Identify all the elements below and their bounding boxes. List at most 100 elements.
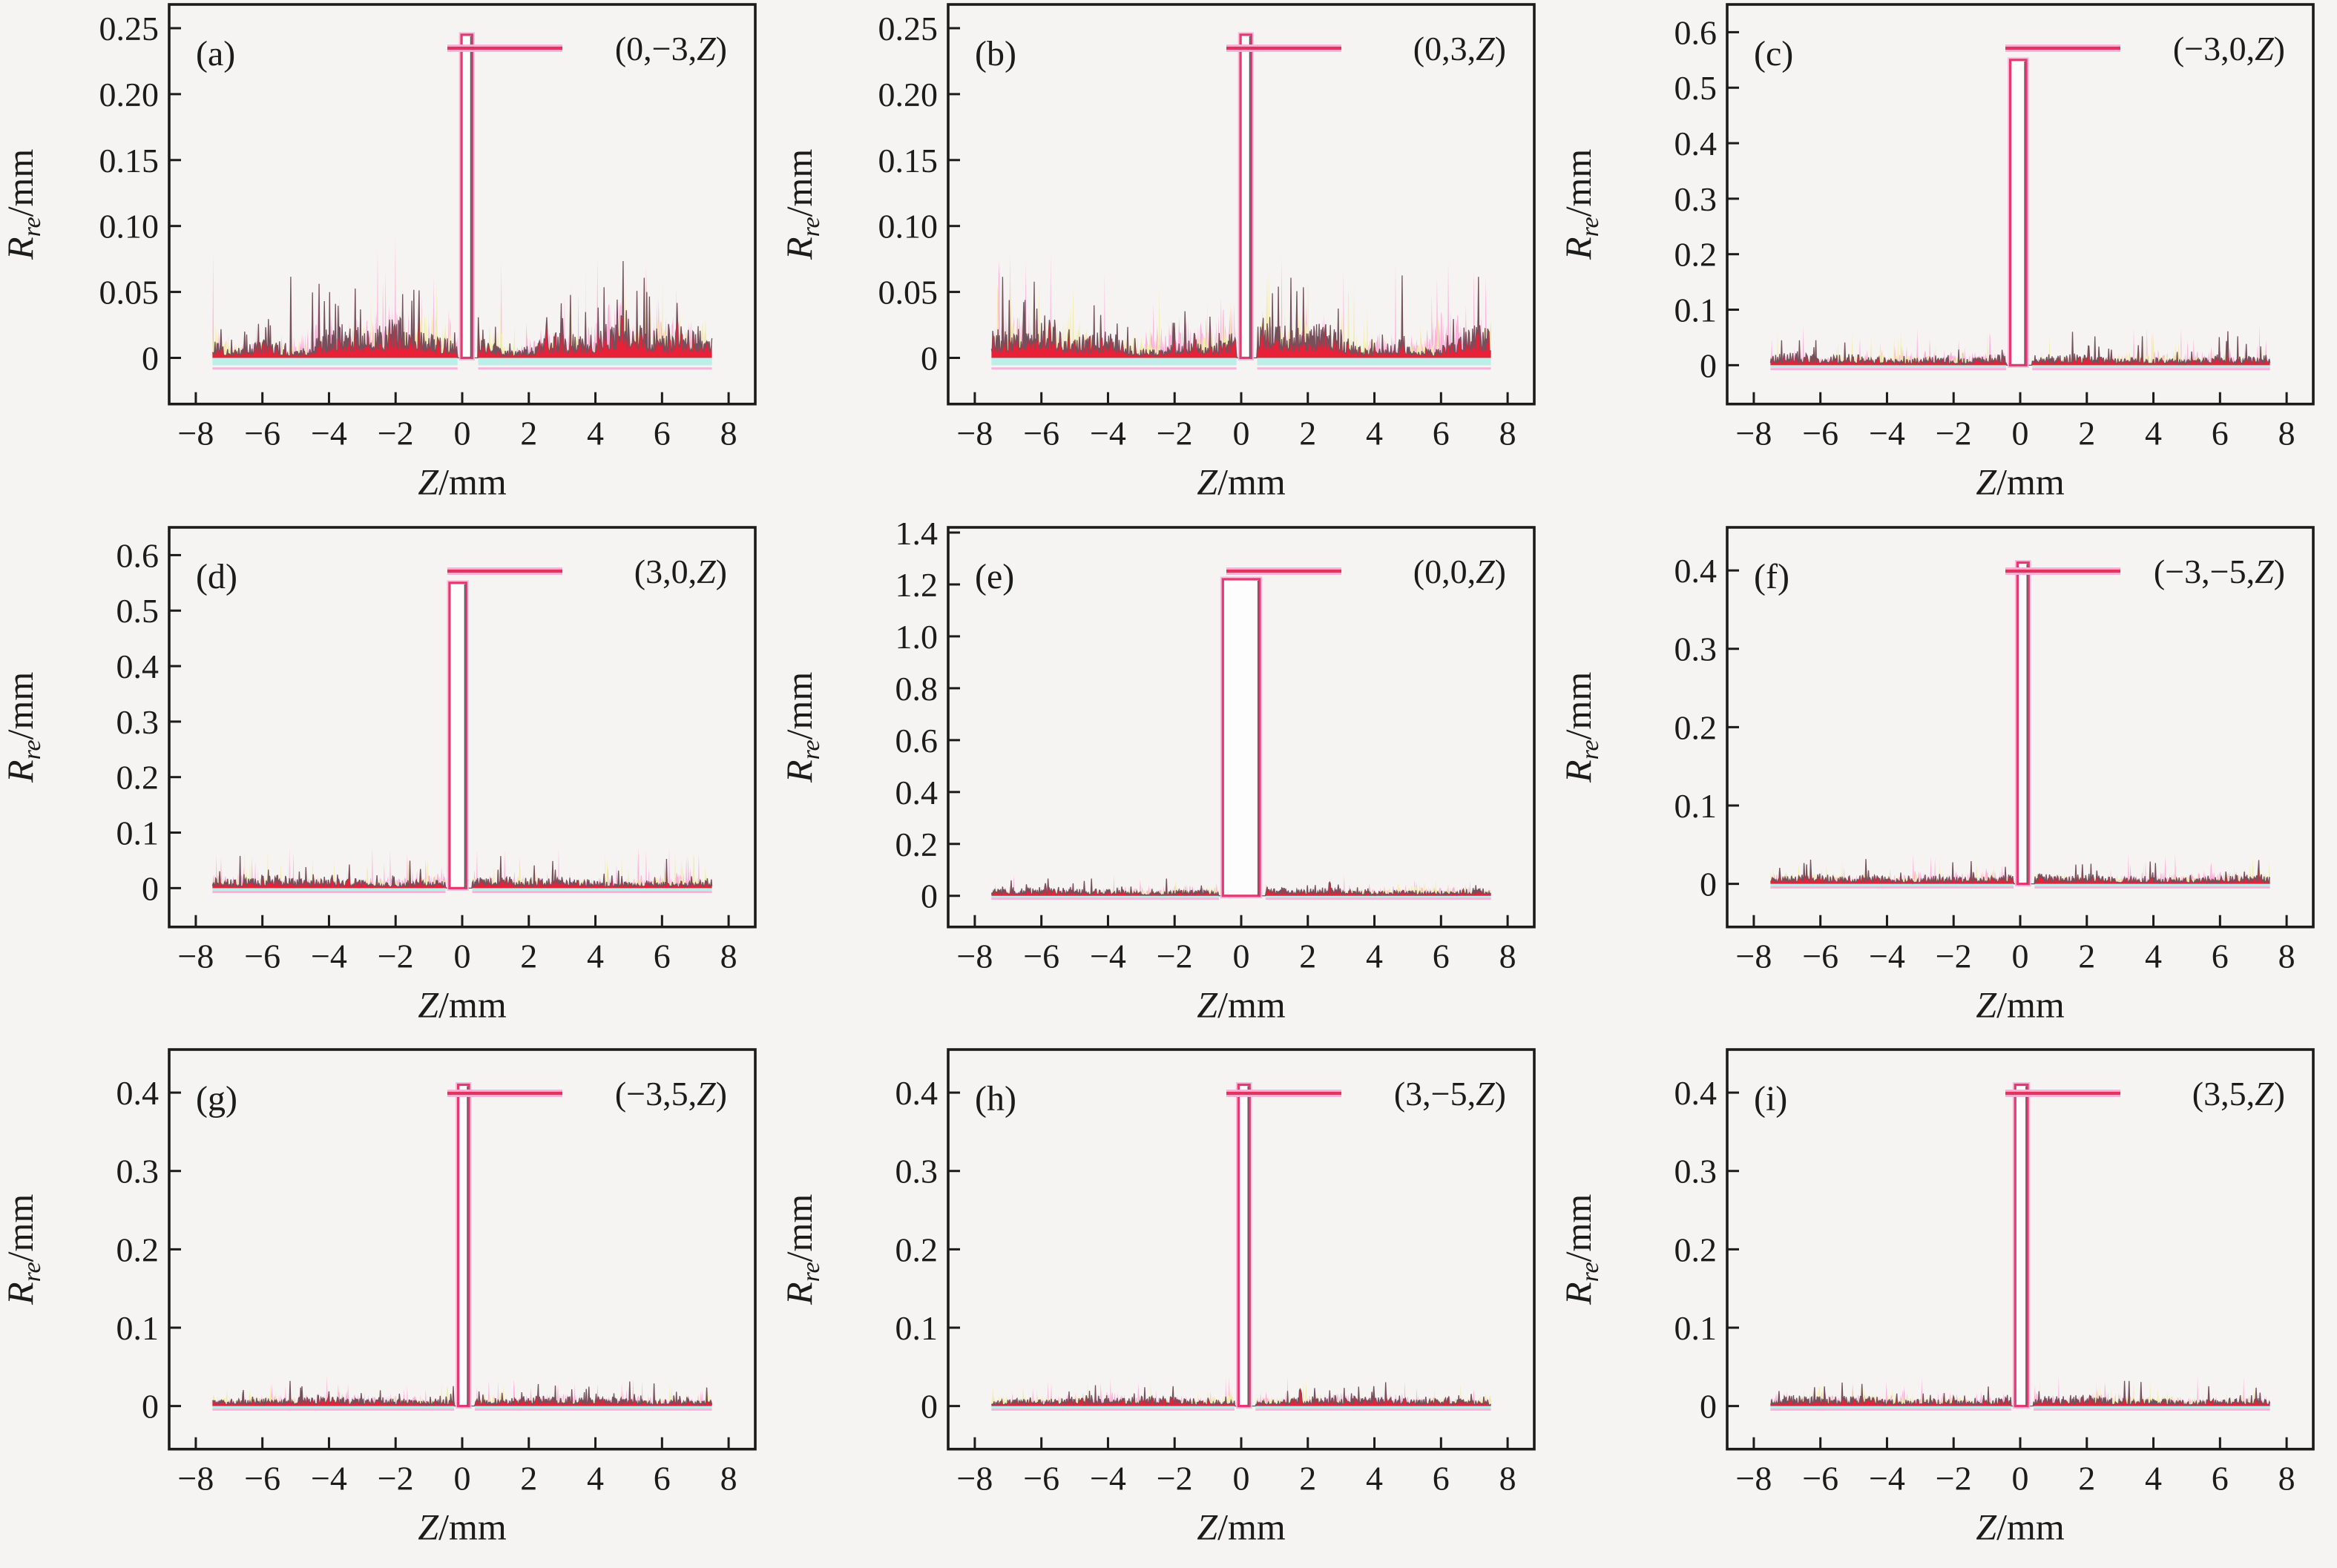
x-tick-label: −6 — [1023, 1460, 1059, 1498]
y-axis-label: Rre/mm — [0, 671, 46, 783]
legend-label: (3,0,Z) — [634, 553, 727, 590]
y-tick-label: 0.1 — [116, 1309, 159, 1347]
x-tick-label: −2 — [1157, 1460, 1193, 1498]
x-tick-label: 4 — [2145, 415, 2162, 452]
panel-background — [1558, 1045, 2337, 1568]
panel-letter: (g) — [196, 1079, 237, 1119]
y-tick-label: 0 — [921, 1388, 938, 1426]
x-tick-label: −6 — [1802, 1460, 1838, 1498]
noise-layer-pink — [1770, 323, 2270, 366]
y-tick-label: 0.6 — [116, 536, 159, 574]
panel-letter: (e) — [975, 557, 1014, 596]
x-tick-label: −2 — [1157, 937, 1193, 975]
x-axis-label: Z/mm — [1197, 1506, 1286, 1548]
x-tick-label: −4 — [1869, 1460, 1905, 1498]
y-tick-label: 0.1 — [1674, 1309, 1717, 1347]
noise-cyan-band — [991, 1406, 1235, 1409]
y-tick-label: 0.3 — [895, 1153, 938, 1190]
noise-cyan-band — [2033, 1406, 2270, 1409]
panel-d-chart: −8 −6 −4 −2 0 2 4 6 8 0 0.1 0.2 0.3 0.4 0.5 0.6 Z/mm Rre/… — [0, 522, 779, 1046]
x-tick-label: 2 — [2078, 415, 2095, 452]
y-tick-label: 0.10 — [878, 208, 938, 246]
noise-cyan-band — [475, 1406, 712, 1409]
y-tick-label: 0.4 — [1674, 1074, 1717, 1112]
x-tick-label: −2 — [1936, 1460, 1972, 1498]
y-tick-label: 0.25 — [878, 10, 938, 47]
y-tick-label: 0.1 — [1674, 291, 1717, 329]
x-tick-label: −6 — [1802, 415, 1838, 452]
panel-f-chart: −8 −6 −4 −2 0 2 4 6 8 0 0.1 0.2 0.3 0.4 Z/mm Rre/mm (f) (… — [1558, 522, 2337, 1046]
noise-cyan-band — [1770, 883, 2014, 886]
peak-rect — [460, 33, 474, 360]
panel-a-chart: −8 −6 −4 −2 0 2 4 6 8 0 0.05 0.10 0.15 0.20 0.25 Z/mm Rr… — [0, 0, 779, 523]
panel-letter: (b) — [975, 34, 1016, 73]
y-tick-label: 0.4 — [1674, 552, 1717, 590]
legend-label: (−3,5,Z) — [615, 1075, 727, 1113]
y-axis-label: Rre/mm — [779, 1194, 825, 1305]
y-tick-label: 0.2 — [895, 1231, 938, 1269]
y-tick-label: 0.3 — [1674, 630, 1717, 668]
legend-label: (0,−3,Z) — [615, 30, 727, 67]
y-tick-label: 0.6 — [1674, 13, 1717, 51]
noise-layer-red — [991, 277, 1491, 358]
y-tick-label: 0.3 — [1674, 180, 1717, 218]
noise-layer-yellow — [1770, 330, 2270, 366]
x-tick-label: −2 — [1157, 415, 1193, 452]
x-tick-label: −8 — [956, 937, 993, 975]
x-tick-label: 2 — [520, 937, 537, 975]
panel-background — [779, 522, 1558, 1046]
x-tick-label: 4 — [587, 415, 604, 452]
peak-rect — [457, 1084, 470, 1408]
x-tick-label: 8 — [720, 415, 737, 452]
y-tick-label: 0.1 — [895, 1309, 938, 1347]
y-tick-label: 1.4 — [895, 523, 938, 552]
panel-i: −8 −6 −4 −2 0 2 4 6 8 0 0.1 0.2 0.3 0.4 Z/mm Rre/mm (i) (… — [1558, 1045, 2337, 1568]
panel-h: −8 −6 −4 −2 0 2 4 6 8 0 0.1 0.2 0.3 0.4 Z/mm Rre/mm (h) (… — [779, 1045, 1558, 1568]
x-tick-label: 8 — [720, 1460, 737, 1498]
y-tick-label: 0 — [1700, 1388, 1717, 1426]
panel-letter: (a) — [196, 34, 235, 73]
noise-cyan-band — [2032, 365, 2270, 369]
x-tick-label: 4 — [1366, 1460, 1383, 1498]
y-tick-label: 0.3 — [1674, 1153, 1717, 1190]
x-tick-label: 0 — [454, 1460, 471, 1498]
x-tick-label: −4 — [1869, 415, 1905, 452]
noise-cyan-band — [1265, 895, 1491, 898]
x-tick-label: 8 — [1499, 1460, 1516, 1498]
panel-b: −8 −6 −4 −2 0 2 4 6 8 0 0.05 0.10 0.15 0.20 0.25 Z/mm Rr… — [779, 0, 1558, 523]
y-tick-label: 0.5 — [116, 592, 159, 630]
x-tick-label: 8 — [2278, 937, 2295, 975]
panel-letter: (h) — [975, 1079, 1016, 1119]
y-tick-label: 0.5 — [1674, 69, 1717, 107]
panel-background — [0, 1045, 779, 1568]
x-tick-label: −2 — [378, 415, 414, 452]
peak-rect — [2016, 561, 2030, 885]
noise-cyan-band — [212, 1406, 455, 1409]
noise-cyan-band — [212, 358, 458, 366]
y-tick-label: 0.3 — [116, 1153, 159, 1190]
x-tick-label: 4 — [587, 1460, 604, 1498]
x-axis-label: Z/mm — [1976, 984, 2065, 1025]
x-tick-label: 0 — [1233, 937, 1250, 975]
panel-letter: (i) — [1754, 1079, 1787, 1119]
panel-g: −8 −6 −4 −2 0 2 4 6 8 0 0.1 0.2 0.3 0.4 Z/mm Rre/mm (g) (… — [0, 1045, 779, 1568]
y-tick-label: 0.4 — [116, 1074, 159, 1112]
peak-rect — [1221, 578, 1261, 897]
x-tick-label: −8 — [956, 1460, 993, 1498]
y-tick-label: 0.4 — [895, 1074, 938, 1112]
x-axis-label: Z/mm — [418, 461, 507, 503]
noise-cyan-band — [1770, 1406, 2011, 1409]
y-tick-label: 0 — [1700, 346, 1717, 384]
y-tick-label: 0.2 — [116, 758, 159, 796]
y-tick-label: 0.4 — [1674, 125, 1717, 162]
x-tick-label: −8 — [177, 415, 214, 452]
x-axis-label: Z/mm — [1976, 1506, 2065, 1548]
x-tick-label: 8 — [2278, 415, 2295, 452]
x-tick-label: −8 — [177, 1460, 214, 1498]
x-tick-label: −4 — [1090, 1460, 1126, 1498]
x-tick-label: −6 — [244, 1460, 280, 1498]
x-tick-label: −4 — [1090, 415, 1126, 452]
x-tick-label: 4 — [1366, 937, 1383, 975]
panel-c: −8 −6 −4 −2 0 2 4 6 8 0 0.1 0.2 0.3 0.4 0.5 0.6 Z/mm Rre/… — [1558, 0, 2337, 523]
x-tick-label: 0 — [1233, 415, 1250, 452]
